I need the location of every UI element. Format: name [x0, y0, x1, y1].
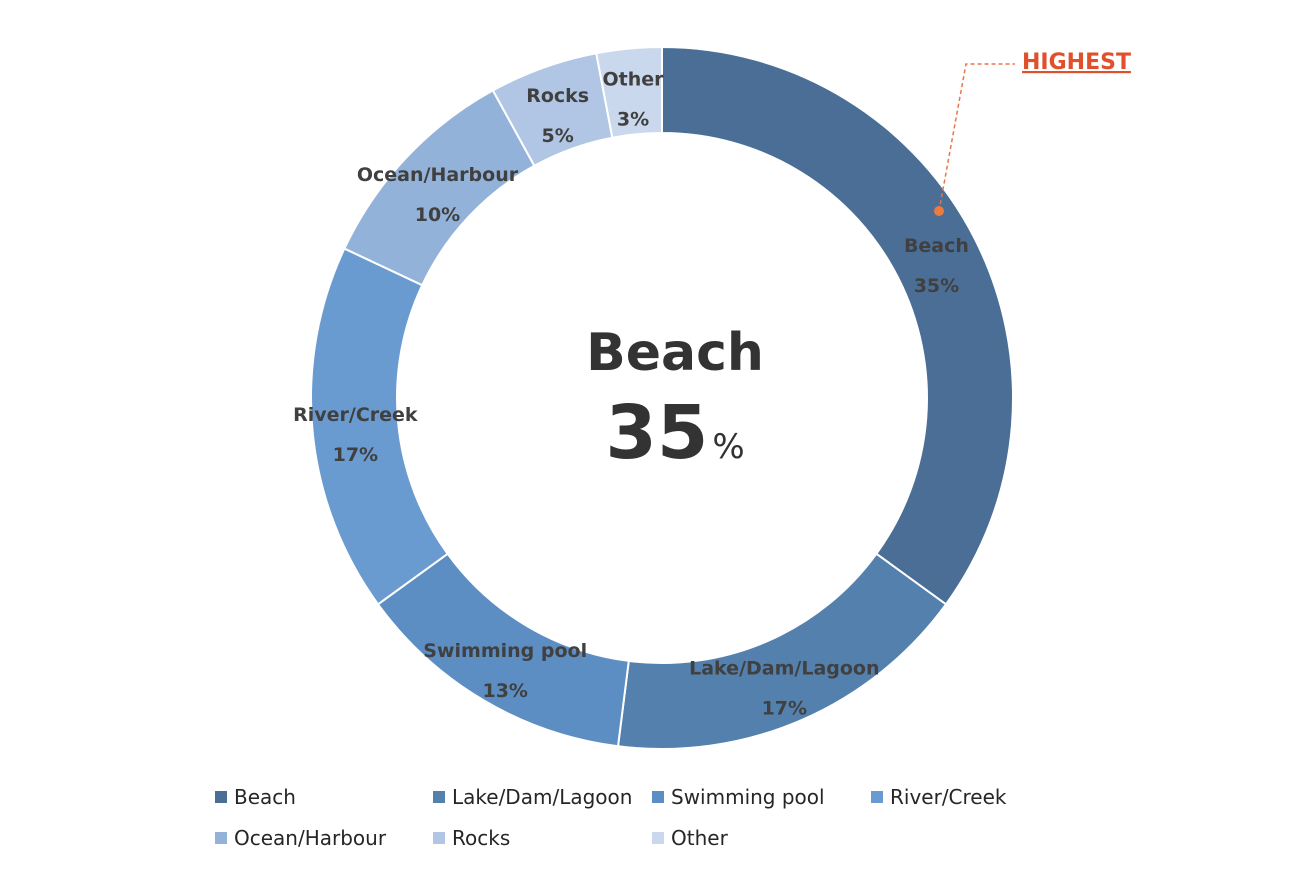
slice-lake-dam-lagoon: [616, 552, 948, 750]
legend-item-rocks: Rocks: [433, 826, 510, 850]
legend-swatch-beach: [215, 791, 227, 803]
slice-value-rocks: 5%: [542, 125, 574, 147]
center-category-name: Beach: [586, 323, 764, 383]
highest-callout: HIGHEST: [934, 50, 1131, 216]
slice-label-other: Other: [602, 68, 664, 90]
legend-swatch-rocks: [433, 832, 445, 844]
legend-label-rocks: Rocks: [452, 826, 510, 850]
legend-item-river-creek: River/Creek: [871, 785, 1007, 809]
legend-swatch-ocean-harbour: [215, 832, 227, 844]
slice-value-river-creek: 17%: [333, 444, 378, 466]
slice-label-beach: Beach: [904, 235, 969, 257]
legend-label-swimming-pool: Swimming pool: [671, 785, 825, 809]
slice-value-lake-dam-lagoon: 17%: [762, 698, 807, 720]
legend-label-river-creek: River/Creek: [890, 785, 1007, 809]
legend-swatch-swimming-pool: [652, 791, 664, 803]
legend-swatch-river-creek: [871, 791, 883, 803]
callout-label: HIGHEST: [1022, 50, 1131, 75]
callout-marker-dot: [934, 206, 944, 216]
slice-label-ocean-harbour: Ocean/Harbour: [357, 164, 519, 186]
slice-river-creek: [310, 247, 450, 606]
slice-value-swimming-pool: 13%: [482, 680, 527, 702]
slice-other: [595, 45, 663, 139]
slice-ocean-harbour: [343, 89, 536, 287]
slice-label-river-creek: River/Creek: [293, 404, 418, 426]
center-value-group: 35%: [605, 390, 744, 476]
slice-label-swimming-pool: Swimming pool: [423, 640, 587, 662]
legend-label-beach: Beach: [234, 785, 296, 809]
legend-item-other: Other: [652, 826, 729, 850]
legend-label-ocean-harbour: Ocean/Harbour: [234, 826, 387, 850]
legend-label-lake-dam-lagoon: Lake/Dam/Lagoon: [452, 785, 632, 809]
center-unit: %: [712, 427, 744, 467]
center-value: 35: [605, 390, 708, 476]
legend-item-lake-dam-lagoon: Lake/Dam/Lagoon: [433, 785, 632, 809]
legend-item-ocean-harbour: Ocean/Harbour: [215, 826, 387, 850]
legend-swatch-other: [652, 832, 664, 844]
legend-item-beach: Beach: [215, 785, 296, 809]
callout-leader-line: [938, 63, 1015, 212]
legend-label-other: Other: [671, 826, 729, 850]
slice-labels: Beach 35% Lake/Dam/Lagoon 17% Swimming pool 1…: [293, 68, 969, 719]
slice-beach: [661, 45, 1014, 606]
legend-swatch-lake-dam-lagoon: [433, 791, 445, 803]
legend-item-swimming-pool: Swimming pool: [652, 785, 825, 809]
slice-value-other: 3%: [617, 108, 649, 130]
slice-label-lake-dam-lagoon: Lake/Dam/Lagoon: [689, 658, 879, 680]
chart-legend: Beach Lake/Dam/Lagoon Swimming pool River/C…: [215, 785, 1007, 850]
center-summary: Beach 35%: [586, 323, 764, 476]
slice-value-beach: 35%: [914, 275, 959, 297]
slice-label-rocks: Rocks: [526, 85, 589, 107]
donut-slices: [310, 45, 1014, 750]
slice-value-ocean-harbour: 10%: [415, 204, 460, 226]
